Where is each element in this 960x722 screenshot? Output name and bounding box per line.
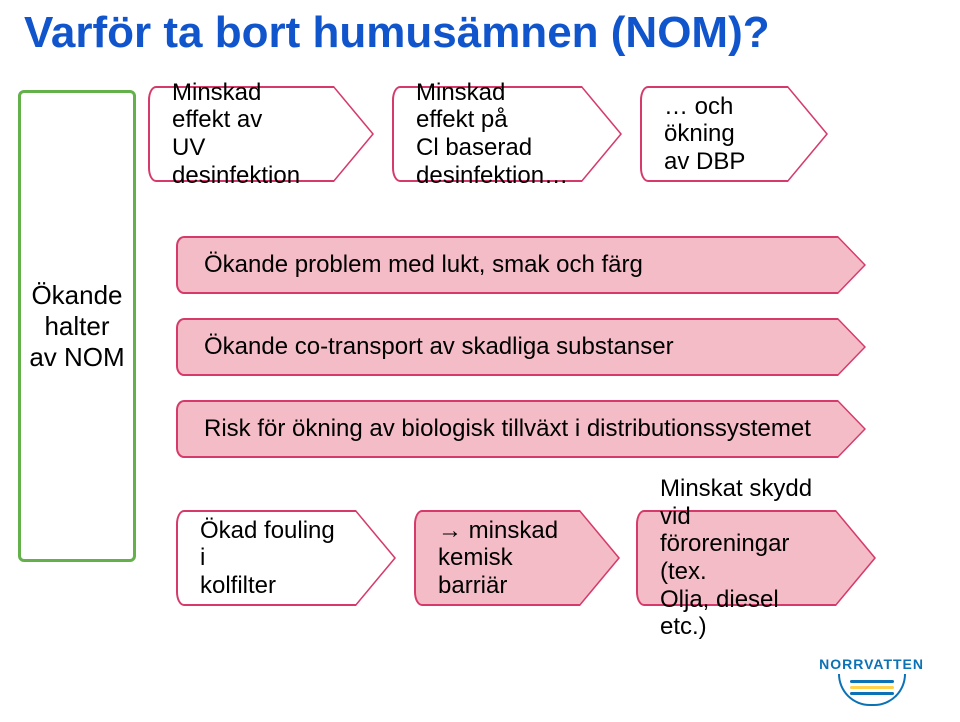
page-title: Varför ta bort humusämnen (NOM)? — [24, 8, 770, 58]
top-arrow-2-label: Minskad effekt på Cl baserad desinfektio… — [416, 79, 568, 189]
mid-bar-2: Ökande co-transport av skadliga substans… — [176, 318, 866, 376]
top-arrow-2: Minskad effekt på Cl baserad desinfektio… — [392, 86, 622, 182]
mid-bar-3-label: Risk för ökning av biologisk tillväxt i … — [204, 415, 811, 443]
bottom-arrow-2-label: → minskad kemisk barriär — [438, 517, 566, 600]
bottom-arrow-1-label: Ökad fouling i kolfilter — [200, 517, 342, 600]
norrvatten-logo-icon — [838, 674, 906, 706]
top-arrow-3: … och ökning av DBP — [640, 86, 828, 182]
vertical-driver-bar: Ökande halter av NOM — [18, 90, 136, 562]
mid-bar-3: Risk för ökning av biologisk tillväxt i … — [176, 400, 866, 458]
mid-bar-1-label: Ökande problem med lukt, smak och färg — [204, 251, 643, 279]
bottom-arrow-3: Minskat skydd vid föroreningar (tex. Olj… — [636, 510, 876, 606]
top-arrow-1: Minskad effekt av UV desinfektion — [148, 86, 374, 182]
vertical-driver-label: Ökande halter av NOM — [29, 280, 125, 373]
bottom-arrow-3-label: Minskat skydd vid föroreningar (tex. Olj… — [660, 475, 822, 641]
norrvatten-logo-text: NORRVATTEN — [819, 656, 924, 672]
mid-bar-1: Ökande problem med lukt, smak och färg — [176, 236, 866, 294]
bottom-arrow-1: Ökad fouling i kolfilter — [176, 510, 396, 606]
mid-bar-2-label: Ökande co-transport av skadliga substans… — [204, 333, 674, 361]
bottom-arrow-2: → minskad kemisk barriär — [414, 510, 620, 606]
top-arrow-1-label: Minskad effekt av UV desinfektion — [172, 79, 320, 189]
top-arrow-3-label: … och ökning av DBP — [664, 93, 774, 176]
norrvatten-logo: NORRVATTEN — [819, 656, 924, 706]
